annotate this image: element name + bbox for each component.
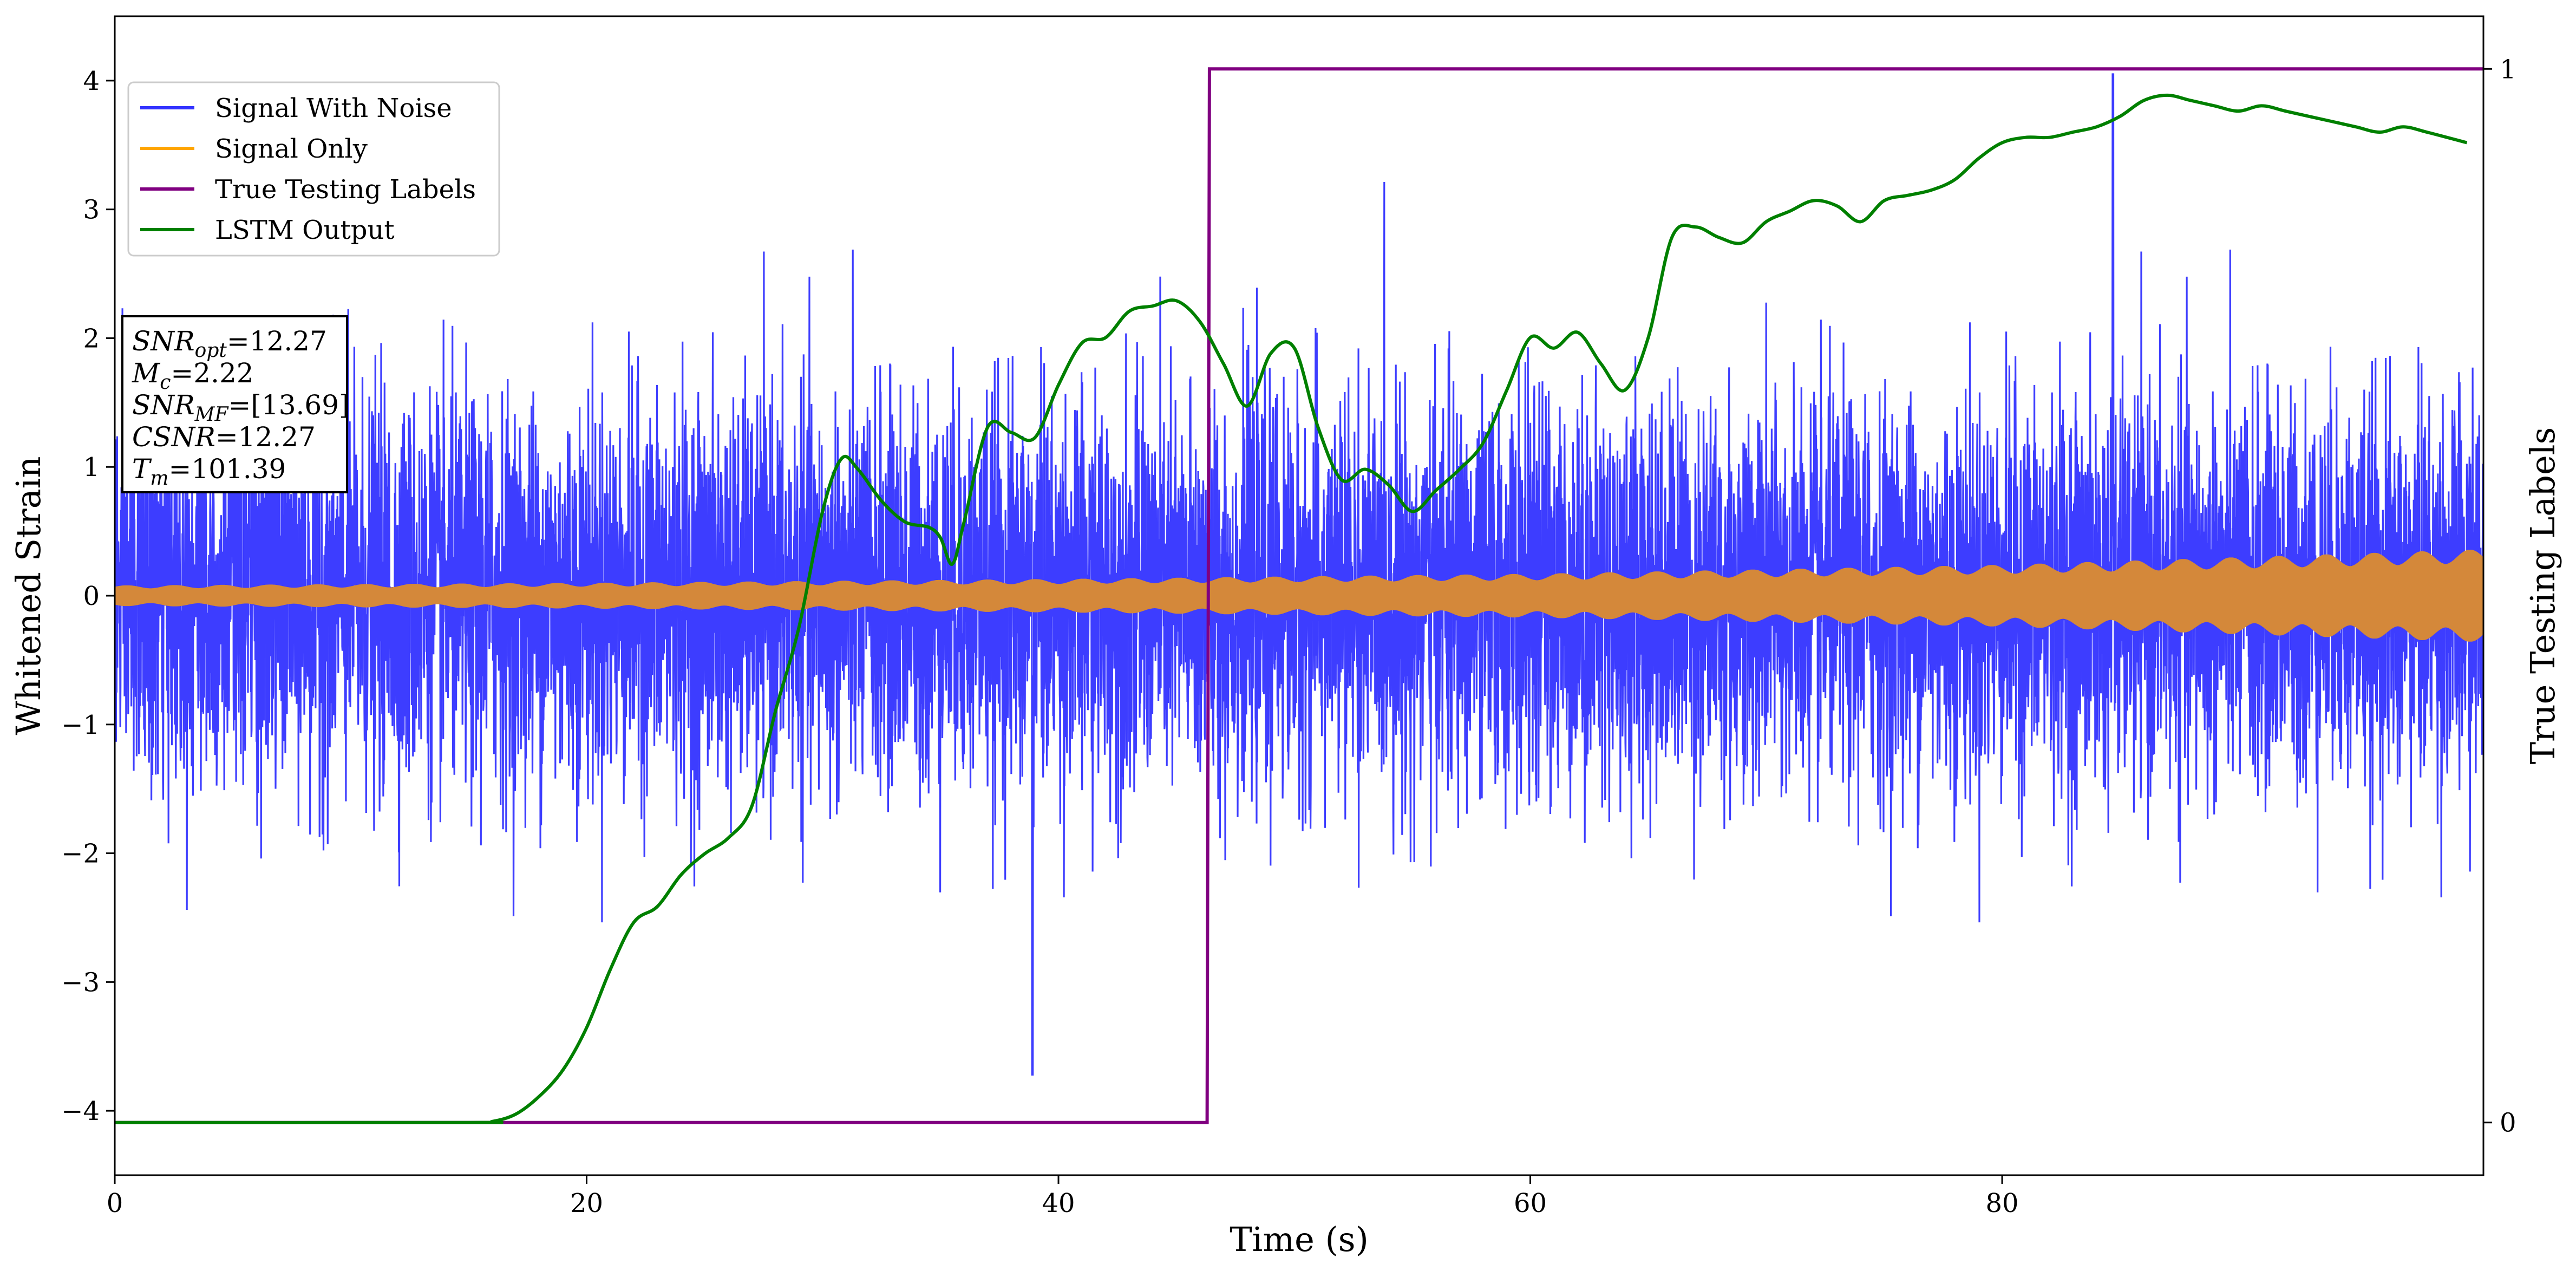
y-tick-label: −2 <box>61 839 100 869</box>
annotation-line: Mc=2.22 <box>132 357 254 394</box>
y-tick-label: −1 <box>61 710 100 740</box>
true-testing-labels-line <box>115 67 2483 1124</box>
annotation-line: CSNR=12.27 <box>132 421 316 453</box>
y-tick-label: 3 <box>83 195 100 225</box>
x-tick-label: 20 <box>570 1188 603 1219</box>
legend: Signal With Noise Signal Only True Testing… <box>127 81 500 257</box>
x-tick-label: 60 <box>1514 1188 1547 1219</box>
lstm-output-line <box>115 93 2468 1124</box>
y-tick-label: 4 <box>83 66 100 96</box>
y2-tick-label: 0 <box>2500 1108 2516 1138</box>
legend-label: Signal With Noise <box>215 93 452 123</box>
y-tick-label: 1 <box>83 452 100 483</box>
y-axis-label: Whitened Strain <box>9 457 48 735</box>
legend-label: Signal Only <box>215 134 368 164</box>
lstm-output-series <box>115 93 2468 1124</box>
annotation-box: SNRopt=12.27Mc=2.22SNRMF=[13.69]CSNR=12.… <box>121 315 350 493</box>
legend-label: True Testing Labels <box>215 174 476 205</box>
annotation-frame <box>121 315 348 493</box>
annotation-line: Tm=101.39 <box>132 453 286 490</box>
legend-label: LSTM Output <box>215 215 395 245</box>
y2-tick-label: 1 <box>2500 54 2516 84</box>
y-tick-label: −3 <box>61 967 100 998</box>
legend-box <box>127 81 500 257</box>
signal-only-line <box>115 550 2483 642</box>
y-tick-label: −4 <box>61 1096 100 1126</box>
annotation-line: SNRMF=[13.69] <box>132 389 350 426</box>
x-tick-label: 80 <box>1986 1188 2019 1219</box>
y-tick-label: 0 <box>83 581 100 611</box>
plot-area <box>115 67 2483 1124</box>
annotation-line: SNRopt=12.27 <box>132 325 327 362</box>
x-tick-label: 0 <box>107 1188 123 1219</box>
signal-only-series <box>115 550 2483 642</box>
x-tick-label: 40 <box>1042 1188 1075 1219</box>
true-testing-labels-series <box>115 67 2483 1124</box>
y-tick-label: 2 <box>83 323 100 354</box>
y2-axis-label: True Testing Labels <box>2523 427 2562 765</box>
x-axis-label: Time (s) <box>1230 1220 1369 1259</box>
